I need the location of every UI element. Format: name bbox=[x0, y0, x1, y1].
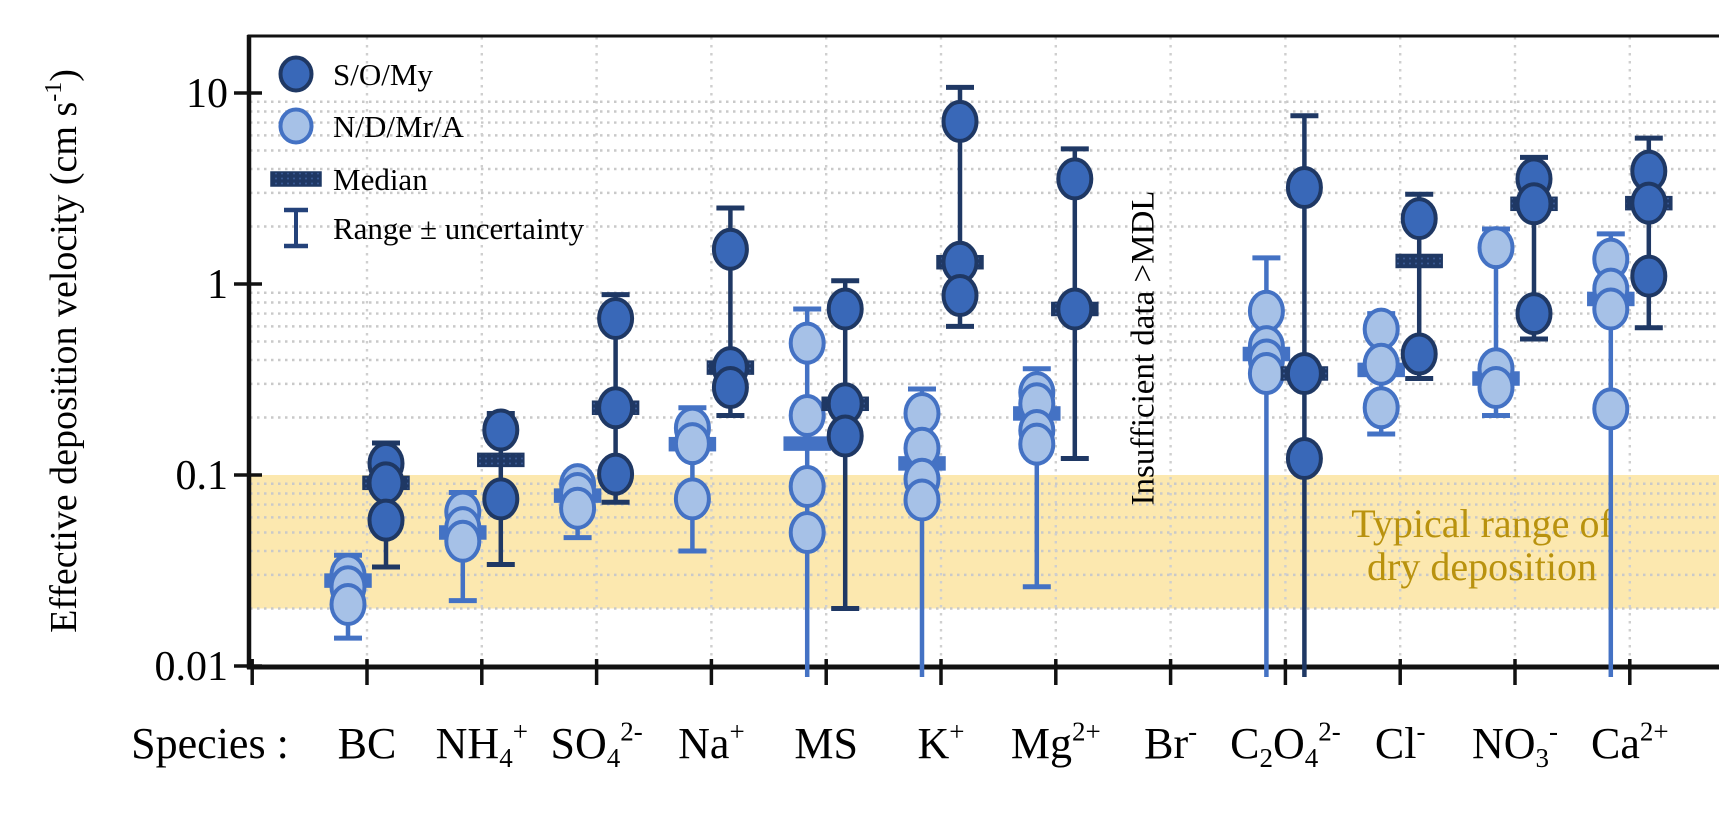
data-point bbox=[444, 519, 482, 563]
legend-label-light: N/D/Mr/A bbox=[333, 109, 465, 144]
legend-item-dark: S/O/My bbox=[278, 55, 433, 93]
legend-dark-circle-icon bbox=[278, 55, 314, 93]
species-group-so4 bbox=[553, 292, 640, 541]
data-point bbox=[1362, 342, 1400, 386]
legend-median-bar-icon bbox=[270, 171, 322, 187]
species-group-ms bbox=[783, 278, 869, 677]
species-label-ms: MS bbox=[794, 719, 858, 768]
legend-item-range: Range ± uncertainty bbox=[284, 207, 585, 249]
species-label-mg: Mg2+ bbox=[1011, 716, 1101, 768]
median-bar bbox=[783, 436, 831, 451]
data-point bbox=[367, 498, 405, 542]
data-point bbox=[673, 422, 711, 466]
data-point bbox=[1592, 287, 1630, 331]
data-point bbox=[1285, 351, 1323, 395]
species-group-nh4 bbox=[439, 408, 525, 604]
data-point bbox=[1285, 166, 1323, 210]
data-point bbox=[1056, 287, 1094, 331]
x-axis-labels: Species : BC NH4+ SO42- Na+ MS K+ Mg2+ Br- C2O42-… bbox=[131, 716, 1668, 772]
data-point bbox=[482, 408, 520, 452]
data-point bbox=[1247, 289, 1285, 333]
svg-text:Effective deposition velocity: Effective deposition velocity (cm s-1) bbox=[41, 69, 85, 633]
data-point bbox=[1592, 387, 1630, 431]
x-axis-ticks bbox=[250, 659, 1632, 685]
data-point bbox=[1477, 366, 1515, 410]
species-group-no3 bbox=[1472, 154, 1558, 418]
data-point bbox=[941, 274, 979, 318]
species-label-cl: Cl- bbox=[1375, 716, 1426, 768]
species-label-br: Br- bbox=[1144, 716, 1197, 768]
data-point bbox=[1018, 422, 1056, 466]
data-point bbox=[1056, 157, 1094, 201]
legend-label-dark: S/O/My bbox=[333, 57, 433, 92]
data-point bbox=[788, 510, 826, 554]
data-point bbox=[597, 296, 635, 340]
data-point bbox=[788, 465, 826, 509]
data-point bbox=[788, 393, 826, 437]
data-point bbox=[1630, 181, 1668, 225]
data-point bbox=[903, 478, 941, 522]
species-group-cl bbox=[1357, 191, 1443, 437]
data-point bbox=[1247, 351, 1285, 395]
species-group-ca bbox=[1587, 135, 1673, 677]
species-label-no3: NO3- bbox=[1472, 716, 1558, 772]
species-group-na bbox=[668, 205, 755, 554]
legend-label-range: Range ± uncertainty bbox=[333, 211, 585, 246]
species-group-c2o4 bbox=[1242, 113, 1329, 677]
data-point bbox=[711, 227, 749, 271]
deposition-velocity-figure: 10 1 0.1 0.01 Typical range of dry deposition… bbox=[40, 16, 1719, 801]
data-point bbox=[597, 452, 635, 496]
data-point bbox=[941, 99, 979, 143]
legend-label-median: Median bbox=[333, 162, 428, 197]
median-bar bbox=[1395, 253, 1443, 269]
data-point bbox=[1515, 292, 1553, 336]
data-point bbox=[1362, 386, 1400, 430]
species-label-k: K+ bbox=[917, 716, 964, 768]
y-tick-label-0.1: 0.1 bbox=[176, 453, 229, 499]
species-label-ca: Ca2+ bbox=[1591, 716, 1669, 768]
data-point bbox=[826, 287, 864, 331]
species-group-mg bbox=[1013, 146, 1099, 590]
legend-item-median: Median bbox=[270, 162, 428, 197]
y-axis-ticks: 10 1 0.1 0.01 bbox=[155, 71, 262, 690]
data-point bbox=[826, 414, 864, 458]
data-point bbox=[559, 486, 597, 530]
data-point bbox=[329, 582, 367, 626]
y-tick-label-0.01: 0.01 bbox=[155, 644, 229, 690]
species-label-nh4: NH4+ bbox=[436, 716, 528, 772]
species-group-bc bbox=[324, 440, 410, 641]
legend-item-light: N/D/Mr/A bbox=[278, 107, 465, 145]
species-label-so4: SO42- bbox=[550, 716, 642, 772]
insufficient-data-annotation: Insufficient data >MDL bbox=[1126, 191, 1162, 506]
band-label-line2: dry deposition bbox=[1367, 544, 1597, 589]
species-axis-prefix: Species : bbox=[131, 719, 289, 768]
band-label-line1: Typical range of bbox=[1351, 501, 1613, 546]
data-point bbox=[1400, 332, 1438, 376]
y-tick-label-1: 1 bbox=[207, 262, 228, 308]
data-point bbox=[788, 321, 826, 365]
species-label-bc: BC bbox=[338, 719, 397, 768]
data-point bbox=[1285, 437, 1323, 481]
data-point bbox=[673, 477, 711, 521]
data-point bbox=[367, 461, 405, 505]
median-bar bbox=[477, 452, 525, 468]
data-point bbox=[711, 366, 749, 410]
species-group-k bbox=[898, 84, 984, 677]
data-point bbox=[1400, 197, 1438, 241]
species-label-c2o4: C2O42- bbox=[1230, 716, 1341, 772]
data-point bbox=[1515, 182, 1553, 226]
legend-light-circle-icon bbox=[278, 107, 314, 145]
legend: S/O/My N/D/Mr/A Median Range ± uncertainty bbox=[270, 55, 585, 249]
svg-text:Insufficient data >MDL: Insufficient data >MDL bbox=[1126, 191, 1162, 506]
data-point bbox=[1630, 254, 1668, 298]
data-point bbox=[482, 477, 520, 521]
y-axis-title: Effective deposition velocity (cm s-1) bbox=[41, 69, 85, 633]
data-point bbox=[1477, 226, 1515, 270]
species-label-na: Na+ bbox=[678, 716, 745, 768]
data-point bbox=[597, 386, 635, 430]
y-tick-label-10: 10 bbox=[186, 71, 228, 117]
